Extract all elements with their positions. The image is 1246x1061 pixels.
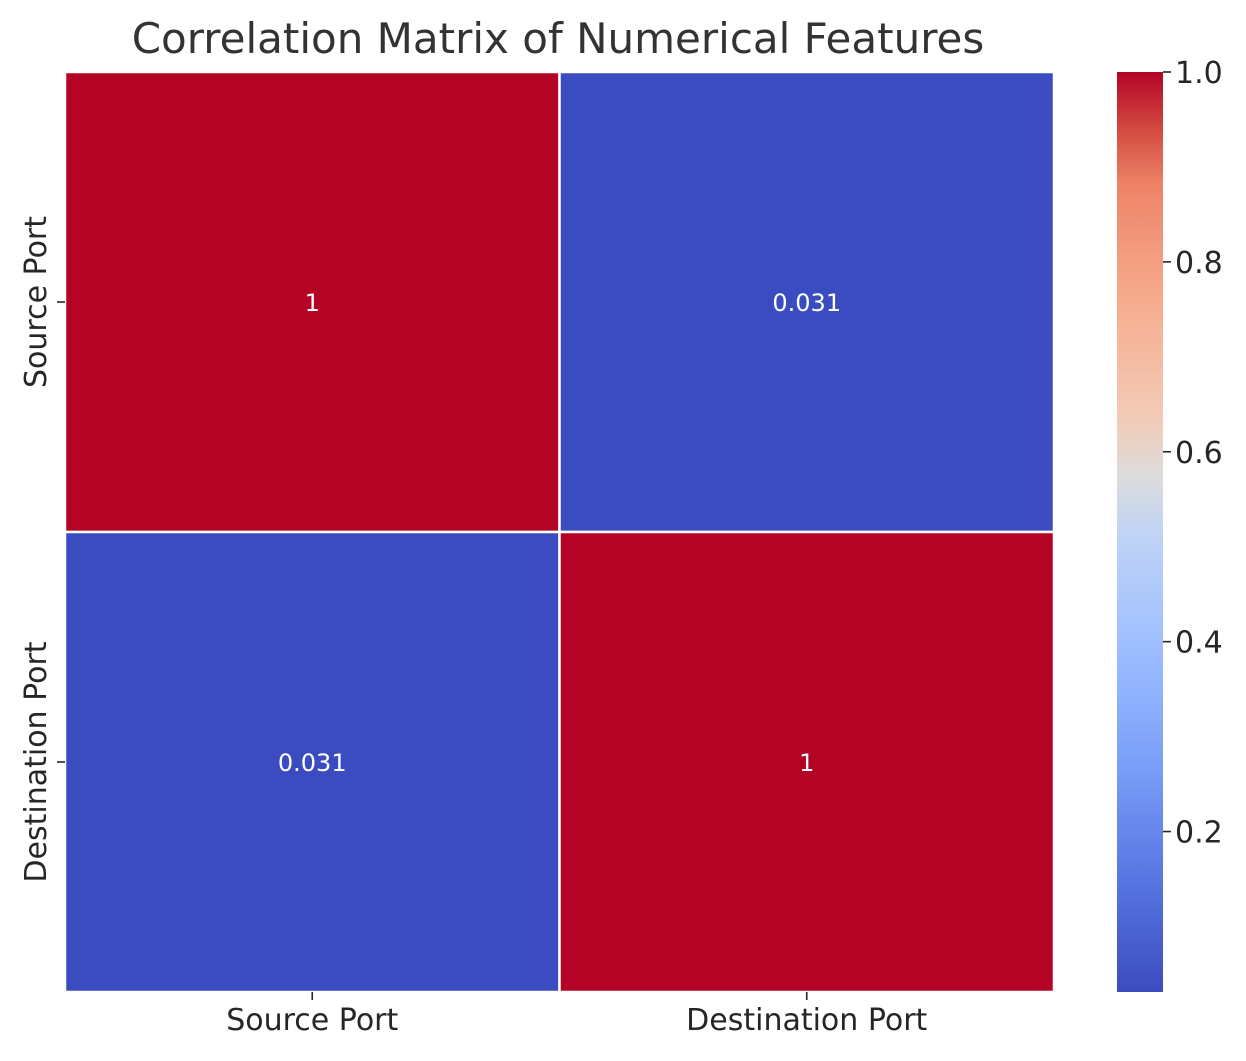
cell-annotation: 0.031 xyxy=(278,749,347,777)
colorbar-tick-label: 0.8 xyxy=(1175,246,1223,281)
colorbar-gradient xyxy=(1117,72,1163,992)
heatmap-cell xyxy=(558,70,1056,534)
colorbar: 0.2 0.4 0.6 0.8 1.0 xyxy=(1117,56,1223,992)
x-tick-label: Destination Port xyxy=(686,1003,927,1038)
colorbar-tick-label: 0.4 xyxy=(1175,626,1223,661)
cell-annotation: 1 xyxy=(305,289,320,317)
heatmap-cell xyxy=(63,70,561,534)
colorbar-tick-label: 0.2 xyxy=(1175,816,1223,851)
colorbar-tick-label: 1.0 xyxy=(1175,56,1223,91)
y-axis: Source Port Destination Port xyxy=(19,216,65,883)
heatmap-cell xyxy=(558,530,1056,994)
x-tick-label: Source Port xyxy=(226,1003,398,1038)
cell-annotation: 1 xyxy=(799,749,814,777)
chart-title: Correlation Matrix of Numerical Features xyxy=(132,14,985,63)
heatmap-cells: 1 0.031 0.031 1 xyxy=(63,70,1056,994)
colorbar-tick-label: 0.6 xyxy=(1175,436,1223,471)
colorbar-ticks: 0.2 0.4 0.6 0.8 1.0 xyxy=(1163,56,1223,851)
y-tick-label: Source Port xyxy=(19,216,54,388)
y-tick-label: Destination Port xyxy=(19,641,54,882)
heatmap-cell xyxy=(63,530,561,994)
x-axis: Source Port Destination Port xyxy=(226,992,928,1038)
cell-annotation: 0.031 xyxy=(772,289,841,317)
